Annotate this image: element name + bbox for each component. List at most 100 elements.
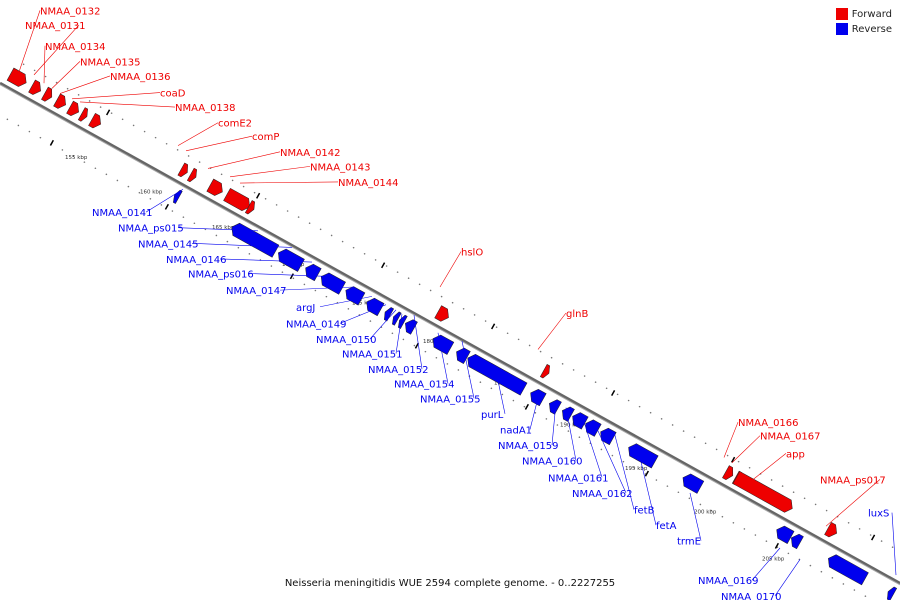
- gene-NMAA_0141[interactable]: [171, 189, 183, 204]
- track-dot: [825, 509, 828, 512]
- gene-purL[interactable]: [464, 352, 528, 396]
- gene-NMAA_0143[interactable]: [223, 187, 254, 213]
- gene-arrow[interactable]: [275, 247, 305, 272]
- gene-arrow[interactable]: [77, 107, 90, 123]
- gene-label-NMAA_0161: NMAA_0161: [548, 473, 609, 484]
- gene-NMAA_0144[interactable]: [244, 200, 257, 215]
- gene-NMAA_ps016[interactable]: [318, 270, 346, 295]
- gene-NMAA_0146[interactable]: [302, 262, 322, 282]
- gene-arrow[interactable]: [244, 200, 257, 215]
- gene-arrow[interactable]: [6, 67, 30, 89]
- gene-NMAA_0135[interactable]: [53, 93, 70, 111]
- gene-trmE[interactable]: [680, 471, 705, 494]
- gene-NMAA_ps015[interactable]: [228, 221, 280, 258]
- gene-polA[interactable]: [825, 552, 869, 586]
- gene-NMAA_0155[interactable]: [453, 346, 471, 365]
- track-dot: [578, 436, 581, 439]
- gene-glnB[interactable]: [539, 364, 552, 379]
- gene-comE2[interactable]: [177, 162, 191, 179]
- track-dot: [319, 228, 322, 231]
- track-dot: [627, 399, 630, 402]
- gene-arrow[interactable]: [206, 178, 226, 198]
- gene-comP[interactable]: [186, 167, 199, 183]
- leader-line: [413, 315, 423, 370]
- track-dot: [490, 387, 493, 390]
- gene-NMAA_0161[interactable]: [569, 410, 589, 430]
- gene-NMAA_0136[interactable]: [66, 100, 83, 118]
- gene-arrow[interactable]: [302, 262, 322, 282]
- gene-NMAA_0138[interactable]: [88, 112, 105, 130]
- scale-label: 165 kbp: [212, 225, 235, 231]
- gene-arrow[interactable]: [28, 79, 45, 97]
- gene-fetB[interactable]: [597, 426, 617, 446]
- major-tick: [381, 262, 386, 269]
- track-dot: [143, 130, 146, 133]
- gene-NMAA_0134[interactable]: [41, 86, 55, 103]
- gene-arrow[interactable]: [625, 441, 659, 469]
- gene-arrow[interactable]: [788, 532, 804, 550]
- gene-arrow[interactable]: [186, 167, 199, 183]
- gene-NMAA_0152[interactable]: [402, 317, 418, 335]
- leader-line: [177, 227, 259, 232]
- gene-arrow[interactable]: [41, 86, 55, 103]
- genome-caption: Neisseria meningitidis WUE 2594 complete…: [284, 578, 616, 589]
- gene-arrow[interactable]: [223, 187, 254, 213]
- gene-arrow[interactable]: [825, 552, 869, 586]
- gene-NMAA_0145[interactable]: [275, 247, 305, 272]
- gene-NMAA_0169[interactable]: [773, 524, 795, 544]
- gene-fetA[interactable]: [625, 441, 659, 469]
- gene-arrow[interactable]: [885, 585, 898, 600]
- gene-arrow[interactable]: [597, 426, 617, 446]
- gene-NMAA_0154[interactable]: [430, 333, 455, 355]
- track-dot: [22, 63, 25, 66]
- gene-arrow[interactable]: [402, 317, 418, 335]
- gene-arrow[interactable]: [177, 162, 191, 179]
- major-tick: [256, 192, 261, 199]
- track-dot: [523, 405, 526, 408]
- gene-arrow[interactable]: [722, 465, 736, 482]
- gene-arrow[interactable]: [569, 410, 589, 430]
- gene-arrow[interactable]: [680, 471, 705, 494]
- gene-coaD[interactable]: [77, 107, 90, 123]
- gene-arrow[interactable]: [171, 189, 183, 204]
- gene-arrow[interactable]: [228, 221, 280, 258]
- gene-NMAA_0159[interactable]: [546, 397, 562, 415]
- gene-NMAA_0142[interactable]: [206, 178, 226, 198]
- gene-arrow[interactable]: [53, 93, 70, 111]
- gene-arrow[interactable]: [453, 346, 471, 365]
- gene-arrow[interactable]: [363, 296, 385, 317]
- gene-NMAA_0170[interactable]: [788, 532, 804, 550]
- legend-reverse-label: Reverse: [851, 23, 892, 35]
- track-dot: [121, 118, 124, 121]
- gene-arrow[interactable]: [546, 397, 562, 415]
- gene-arrow[interactable]: [559, 404, 575, 422]
- gene-arrow[interactable]: [824, 521, 841, 539]
- gene-app[interactable]: [732, 471, 796, 514]
- gene-NMAA_0132[interactable]: [6, 67, 30, 89]
- gene-arrow[interactable]: [539, 364, 552, 379]
- gene-NMAA_ps017[interactable]: [824, 521, 841, 539]
- gene-arrow[interactable]: [464, 352, 528, 396]
- legend: Forward Reverse: [835, 8, 892, 38]
- gene-NMAA_0131[interactable]: [28, 79, 45, 97]
- leader-line: [461, 341, 475, 399]
- gene-arrow[interactable]: [88, 112, 105, 130]
- gene-label-fetB: fetB: [634, 506, 655, 517]
- gene-label-comE2: comE2: [218, 119, 252, 130]
- gene-arrow[interactable]: [390, 311, 402, 326]
- gene-arrow[interactable]: [66, 100, 83, 118]
- gene-NMAA_0166[interactable]: [722, 465, 736, 482]
- gene-arrow[interactable]: [773, 524, 795, 544]
- gene-arrow[interactable]: [434, 305, 452, 324]
- leader-line: [891, 512, 897, 576]
- gene-label-NMAA_0166: NMAA_0166: [738, 418, 799, 429]
- gene-arrow[interactable]: [732, 471, 796, 514]
- gene-argJ[interactable]: [363, 296, 385, 317]
- gene-arrow[interactable]: [318, 270, 346, 295]
- leader-line: [565, 407, 577, 461]
- gene-arrow[interactable]: [430, 333, 455, 355]
- gene-NMAA_0150[interactable]: [390, 311, 402, 326]
- gene-NMAA_0160[interactable]: [559, 404, 575, 422]
- gene-hslO[interactable]: [434, 305, 452, 324]
- gene-luxS[interactable]: [885, 585, 898, 600]
